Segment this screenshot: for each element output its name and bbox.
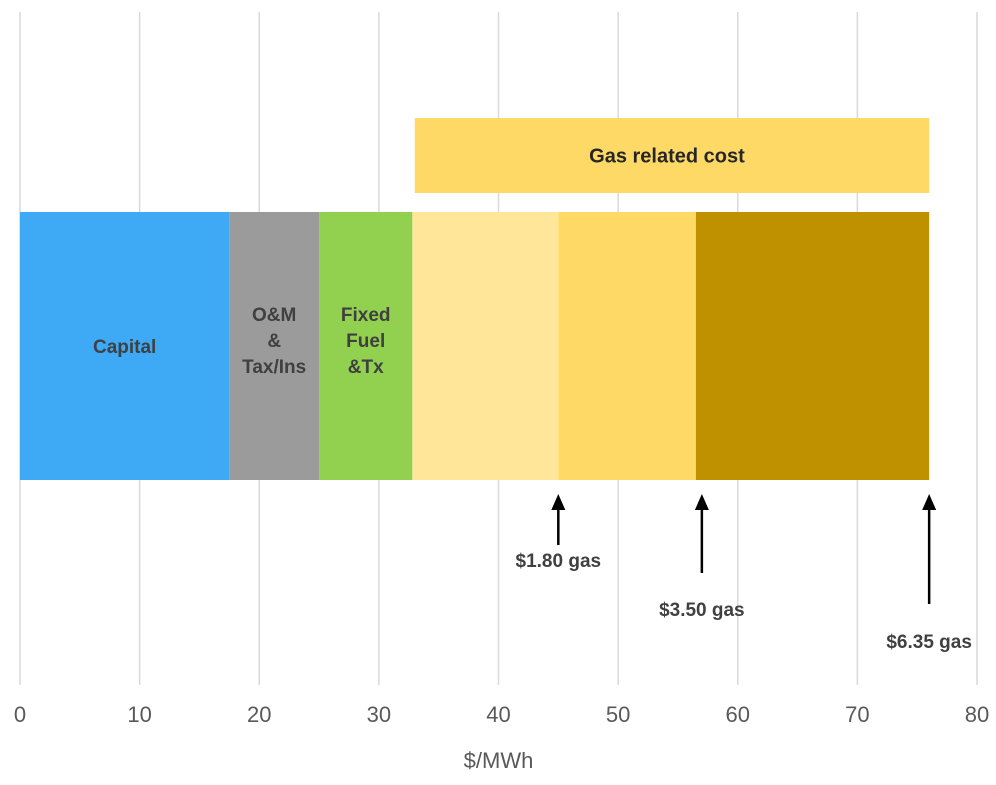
x-tick-label: 20 xyxy=(247,702,271,727)
bar-segment-label: Capital xyxy=(93,337,156,358)
x-tick-label: 60 xyxy=(726,702,750,727)
bar-segment xyxy=(412,212,559,480)
bar-segment xyxy=(319,212,413,480)
marker-arrow-head xyxy=(551,494,566,510)
marker-label: $3.50 gas xyxy=(659,600,745,621)
gas-band-rect xyxy=(414,118,930,193)
bar-segment xyxy=(695,212,930,480)
marker-arrow-head xyxy=(922,494,937,510)
x-tick-label: 0 xyxy=(14,702,26,727)
x-tick-label: 80 xyxy=(965,702,989,727)
bar-segment xyxy=(558,212,696,480)
x-axis-title: $/MWh xyxy=(464,748,534,773)
bar-segment xyxy=(229,212,320,480)
x-axis: 0 10 20 30 40 50 60 70 80 xyxy=(14,702,989,727)
gas-related-band: Gas related cost xyxy=(414,118,930,193)
marker-label: $1.80 gas xyxy=(516,551,602,572)
bar-segment xyxy=(20,212,230,480)
x-tick-label: 50 xyxy=(606,702,630,727)
gas-price-markers: $1.80 gas $3.50 gas $6.35 gas xyxy=(516,494,972,653)
bar-segment-label: O&M & Tax/Ins xyxy=(242,305,306,378)
gas-band-label: Gas related cost xyxy=(589,146,745,168)
marker-label: $6.35 gas xyxy=(886,632,972,653)
x-tick-label: 40 xyxy=(486,702,510,727)
x-tick-label: 70 xyxy=(845,702,869,727)
marker-arrow-head xyxy=(694,494,709,510)
stacked-bar: Capital O&M & Tax/Ins Fixed Fuel &Tx xyxy=(20,212,930,480)
x-tick-label: 30 xyxy=(367,702,391,727)
bar-segment-label: Fixed Fuel &Tx xyxy=(341,305,391,378)
x-tick-label: 10 xyxy=(127,702,151,727)
